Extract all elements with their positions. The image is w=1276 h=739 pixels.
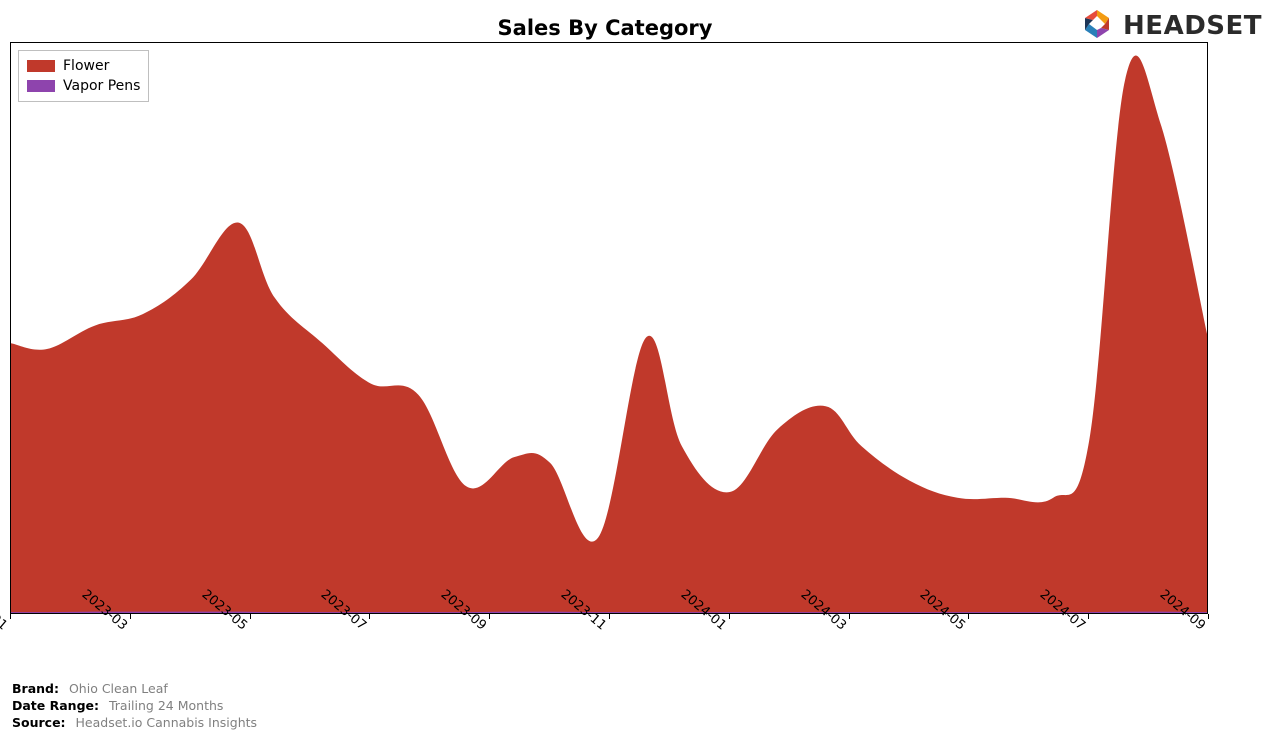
footer-row-daterange: Date Range: Trailing 24 Months [12,697,257,714]
footer-value: Trailing 24 Months [109,698,223,713]
x-tick [968,614,969,619]
x-tick [1088,614,1089,619]
legend-item-vapor-pens: Vapor Pens [27,76,140,96]
footer-label: Date Range: [12,698,99,713]
x-tick [250,614,251,619]
x-axis: 2023-012023-032023-052023-072023-092023-… [10,614,1208,674]
x-tick [609,614,610,619]
x-tick [130,614,131,619]
x-tick-label: 2023-01 [0,587,10,633]
footer-label: Brand: [12,681,59,696]
footer-value: Headset.io Cannabis Insights [76,715,258,730]
legend-item-flower: Flower [27,56,140,76]
footer-row-source: Source: Headset.io Cannabis Insights [12,714,257,731]
series-flower [11,56,1208,613]
x-tick [10,614,11,619]
area-chart-svg [11,43,1208,614]
footer-row-brand: Brand: Ohio Clean Leaf [12,680,257,697]
legend-label: Vapor Pens [63,76,140,96]
legend-swatch-vapor-pens [27,80,55,92]
brand-logo: HEADSET [1079,6,1262,46]
legend-swatch-flower [27,60,55,72]
legend-label: Flower [63,56,109,76]
brand-logo-text: HEADSET [1123,11,1262,41]
footer-value: Ohio Clean Leaf [69,681,168,696]
footer-label: Source: [12,715,66,730]
chart-footer: Brand: Ohio Clean Leaf Date Range: Trail… [12,680,257,731]
headset-logo-icon [1079,6,1115,46]
x-tick [729,614,730,619]
x-tick [489,614,490,619]
x-tick [849,614,850,619]
chart-title: Sales By Category [0,16,1210,40]
plot-area: Flower Vapor Pens [10,42,1208,614]
x-tick [1208,614,1209,619]
x-tick [369,614,370,619]
legend: Flower Vapor Pens [18,50,149,102]
